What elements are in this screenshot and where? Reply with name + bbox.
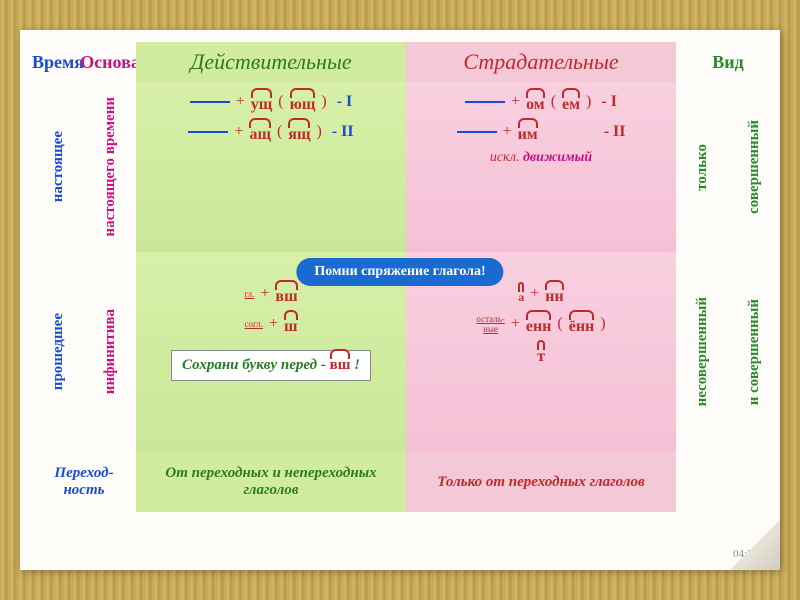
formula-passive-past-a: а + нн: [518, 282, 563, 306]
grammar-table-sheet: Время Основа Действительные Страдательны…: [20, 30, 780, 570]
formula-passive-past-t: т: [537, 342, 545, 366]
reminder-pill: Помни спряжение глагола!: [296, 258, 503, 286]
header-active: Действительные: [136, 42, 406, 82]
formula-passive-past-rest: осталь- ные + енн (ённ): [476, 312, 605, 336]
header-time: Время: [32, 42, 84, 82]
header-passive: Страдательные: [406, 42, 676, 82]
cell-active-present: + ущ ( ющ ) - I + ащ ( ящ ) - II: [136, 82, 406, 252]
formula-active-past-vowel: гл. + вш: [244, 282, 297, 306]
table-grid: Время Основа Действительные Страдательны…: [32, 42, 768, 558]
footer-passive: Только от переходных глаголов: [406, 452, 676, 512]
label-aspect-both: и совершенный: [728, 252, 780, 452]
cell-passive-present: + ом ( ем ) - I + им - II искл. движимый: [406, 82, 676, 252]
footer-active: От переходных и непереходных глаголов: [136, 452, 406, 512]
label-past-base: инфинитива: [84, 252, 136, 452]
label-aspect-perf: совершенный: [728, 82, 780, 252]
formula-passive-i: + ом ( ем ) - I: [465, 90, 617, 114]
header-aspect: Вид: [676, 42, 780, 82]
label-aspect-imperf: несовершенный: [676, 252, 728, 452]
formula-active-i: + ущ ( ющ ) - I: [190, 90, 353, 114]
formula-active-ii: + ащ ( ящ ) - II: [188, 120, 353, 144]
formula-active-past-cons: согл. + ш: [244, 312, 297, 336]
label-present-base: настоящего времени: [84, 82, 136, 252]
formula-passive-ii: + им - II: [457, 120, 626, 144]
footer-empty: [676, 452, 780, 512]
keep-letter-note: Сохрани букву перед - вш !: [171, 350, 371, 381]
label-aspect-only: только: [676, 82, 728, 252]
label-transitivity: Переход- ность: [32, 452, 136, 512]
label-present-time: настоящее: [32, 82, 84, 252]
header-base: Основа: [84, 42, 136, 82]
label-past-time: прошедшее: [32, 252, 84, 452]
page-curl-decoration: [730, 520, 780, 570]
exception-note: искл. движимый: [490, 150, 592, 166]
